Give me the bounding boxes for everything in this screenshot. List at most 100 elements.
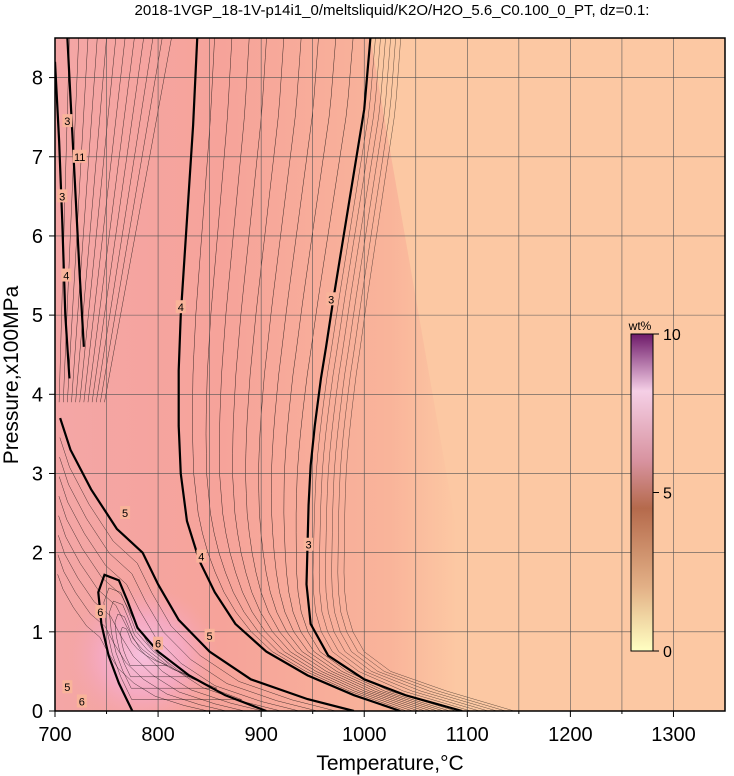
contour-label-text: 4 <box>63 271 69 283</box>
contour-line-4 <box>66 38 85 347</box>
x-axis: 700 800 900 1000 1100 1200 1300 <box>38 711 696 746</box>
contour-label-bg <box>303 537 314 551</box>
contour-label-bg <box>326 292 337 306</box>
isoline <box>58 38 70 403</box>
y-tick-label: 1 <box>32 622 43 644</box>
isoline <box>59 457 318 711</box>
contour-label-text: 4 <box>178 302 184 314</box>
y-tick-label: 7 <box>32 147 43 169</box>
x-tick-label: 700 <box>38 724 71 746</box>
peak-region <box>67 585 218 711</box>
isoline <box>109 600 218 689</box>
isoline <box>87 38 135 403</box>
colorbar-tick-label: 5 <box>663 486 672 503</box>
isoline <box>295 38 457 711</box>
isoline <box>312 38 471 711</box>
y-axis-label: Pressure,x100MPa <box>0 285 23 464</box>
isoline <box>104 38 172 403</box>
isoline <box>95 38 154 403</box>
y-tick-label: 4 <box>32 384 43 406</box>
isoline <box>205 38 413 711</box>
y-tick-label: 3 <box>32 463 43 485</box>
y-tick-label: 8 <box>32 68 43 90</box>
isoline <box>58 515 263 711</box>
isoline <box>100 38 163 403</box>
contour-label-text: 5 <box>207 631 213 643</box>
isoline <box>75 38 107 403</box>
contour-label-bg <box>153 636 164 650</box>
x-tick-label: 1000 <box>342 724 387 746</box>
isoline <box>283 38 450 711</box>
contour-label-text: 6 <box>155 639 161 651</box>
contour-label-bg <box>120 506 131 520</box>
isoline <box>343 38 515 711</box>
isoline <box>59 437 336 711</box>
x-tick-label: 1200 <box>548 724 593 746</box>
colorbar-ticks: 0 5 10 <box>653 327 681 661</box>
isoline <box>91 38 144 403</box>
isoline <box>232 38 426 711</box>
y-axis: 0 1 2 3 4 5 6 7 8 <box>32 68 55 723</box>
isoline <box>62 38 79 403</box>
contour-label: 5 <box>204 628 215 643</box>
isoline <box>103 587 242 700</box>
isoline <box>71 38 98 403</box>
contour-label-text: 5 <box>122 508 128 520</box>
x-tick-label: 1300 <box>651 724 696 746</box>
isoline <box>331 38 497 711</box>
x-axis-label: Temperature,°C <box>316 752 463 775</box>
isoline <box>83 38 126 403</box>
y-tick-label: 2 <box>32 543 43 565</box>
contour-label: 6 <box>153 636 164 651</box>
isoline <box>192 38 407 711</box>
y-tick-label: 5 <box>32 305 43 327</box>
contour-label: 3 <box>303 537 314 552</box>
y-tick-label: 0 <box>32 701 43 723</box>
contour-label: 3 <box>57 189 68 203</box>
plot-frame <box>54 37 726 712</box>
isoline <box>258 38 438 711</box>
isoline <box>58 535 245 711</box>
isoline <box>58 476 300 711</box>
contour-label: 4 <box>196 549 207 564</box>
contour-label-bg <box>72 149 87 163</box>
thin-contour-lines <box>57 38 515 711</box>
y-tick-label: 6 <box>32 226 43 248</box>
x-tick-label: 900 <box>244 724 277 746</box>
isoline <box>79 38 117 403</box>
contour-line-3 <box>305 38 463 711</box>
contour-label: 4 <box>61 268 72 283</box>
contour-label-bg <box>57 189 68 203</box>
contour-label-bg <box>76 694 87 708</box>
chart-title: 2018-1VGP_18-1V-p14i1_0/meltsliquid/K2O/… <box>135 2 650 19</box>
contour-lines <box>55 38 463 711</box>
contour-label: 3 <box>326 292 337 306</box>
contour-label: 6 <box>95 605 106 619</box>
contour-line-4 <box>177 38 401 711</box>
contour-label-text: 3 <box>64 116 70 128</box>
contour-label-bg <box>175 300 186 314</box>
colorbar-ramp <box>630 333 654 652</box>
colorbar-tick-label: 10 <box>663 327 681 344</box>
grid-lines <box>55 38 725 711</box>
contour-label-text: 4 <box>198 552 204 564</box>
isoline <box>318 38 480 711</box>
contour-label: 3 <box>62 114 73 128</box>
isoline <box>271 38 444 711</box>
isoline <box>219 38 419 711</box>
colorbar-unit: wt% <box>628 319 652 333</box>
contour-label-text: 6 <box>79 696 85 708</box>
contour-label-bg <box>62 114 73 128</box>
contour-label: 5 <box>62 680 73 694</box>
contour-label-text: 11 <box>74 152 85 164</box>
contour-label-bg <box>95 605 106 619</box>
contour-label: 5 <box>120 506 131 520</box>
isoline <box>337 38 506 711</box>
contour-label: 4 <box>175 300 186 314</box>
contour-label-text: 3 <box>306 540 312 552</box>
isoline <box>114 613 193 678</box>
contour-label: 11 <box>72 149 87 164</box>
contour-line-6 <box>97 573 267 711</box>
